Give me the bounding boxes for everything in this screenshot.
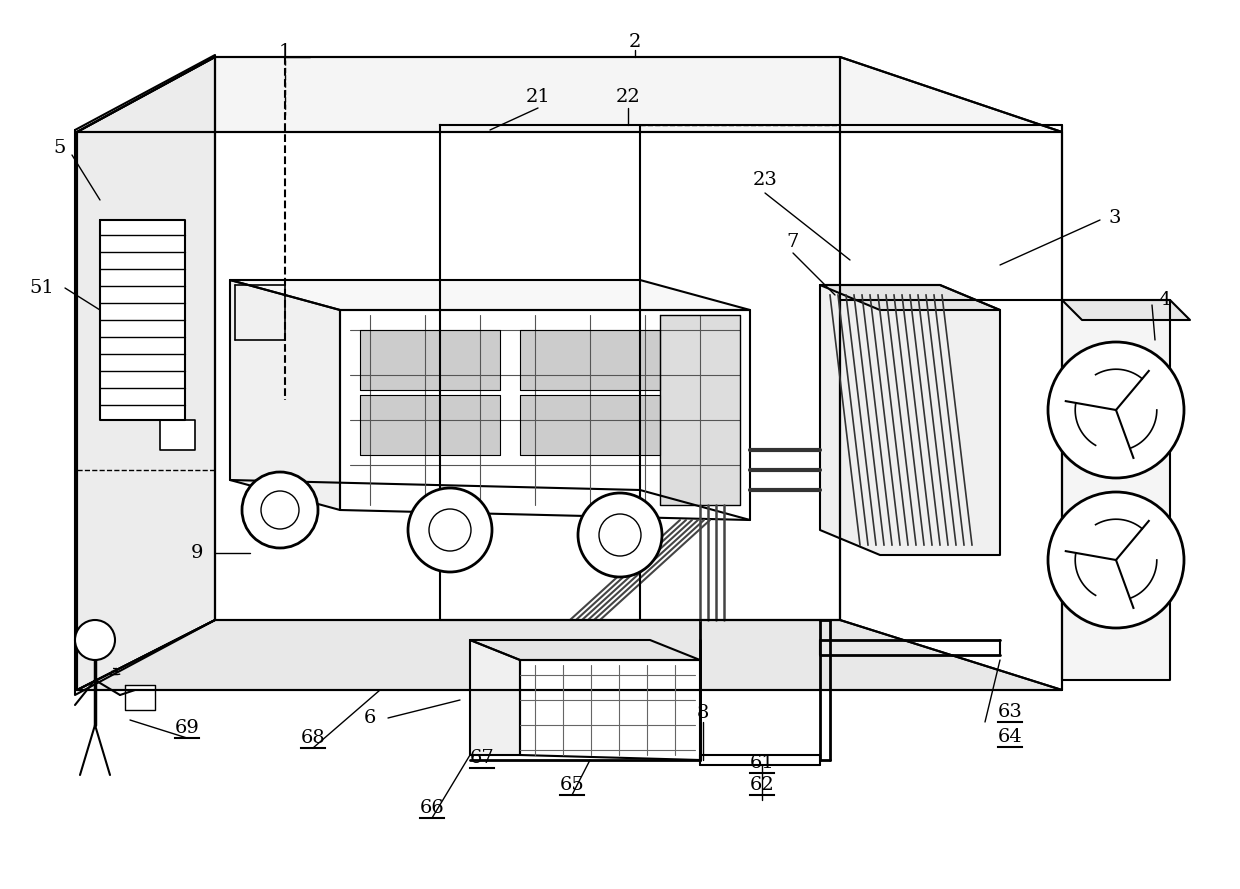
- Text: 4: 4: [1159, 291, 1172, 309]
- Text: 66: 66: [419, 799, 444, 817]
- Polygon shape: [340, 310, 750, 520]
- Polygon shape: [520, 660, 701, 760]
- Polygon shape: [77, 620, 1061, 690]
- Text: 6: 6: [363, 709, 376, 727]
- Polygon shape: [229, 280, 340, 510]
- Polygon shape: [100, 220, 185, 420]
- Polygon shape: [77, 57, 1061, 132]
- Text: 69: 69: [175, 719, 200, 737]
- Polygon shape: [470, 640, 701, 660]
- Polygon shape: [520, 330, 660, 390]
- Text: 7: 7: [787, 233, 800, 251]
- Polygon shape: [360, 395, 500, 455]
- Polygon shape: [820, 285, 999, 555]
- Circle shape: [578, 493, 662, 577]
- Circle shape: [242, 472, 317, 548]
- Circle shape: [1048, 492, 1184, 628]
- Text: 51: 51: [30, 279, 55, 297]
- Polygon shape: [229, 280, 750, 310]
- Polygon shape: [520, 395, 660, 455]
- Text: 9: 9: [191, 544, 203, 562]
- Polygon shape: [1061, 300, 1190, 320]
- Polygon shape: [820, 285, 999, 310]
- Circle shape: [1048, 342, 1184, 478]
- Circle shape: [74, 620, 115, 660]
- Text: 1: 1: [279, 43, 291, 61]
- Text: 65: 65: [559, 776, 584, 794]
- Polygon shape: [74, 55, 215, 695]
- Text: 61: 61: [750, 754, 774, 772]
- Text: 23: 23: [753, 171, 777, 189]
- Circle shape: [408, 488, 492, 572]
- Text: 5: 5: [53, 139, 66, 157]
- Polygon shape: [1061, 300, 1171, 680]
- Text: 8: 8: [697, 704, 709, 722]
- Polygon shape: [77, 57, 215, 690]
- Text: 3: 3: [1109, 209, 1121, 227]
- Text: 22: 22: [615, 88, 640, 106]
- Text: 62: 62: [750, 776, 774, 794]
- Text: 63: 63: [997, 703, 1023, 721]
- Polygon shape: [125, 685, 155, 710]
- Text: 67: 67: [470, 749, 495, 767]
- Polygon shape: [470, 640, 520, 755]
- Polygon shape: [660, 315, 740, 505]
- Text: 2: 2: [629, 33, 641, 51]
- Polygon shape: [360, 330, 500, 390]
- Text: 68: 68: [300, 729, 325, 747]
- Polygon shape: [160, 420, 195, 450]
- Text: 64: 64: [998, 728, 1022, 746]
- Text: 21: 21: [526, 88, 551, 106]
